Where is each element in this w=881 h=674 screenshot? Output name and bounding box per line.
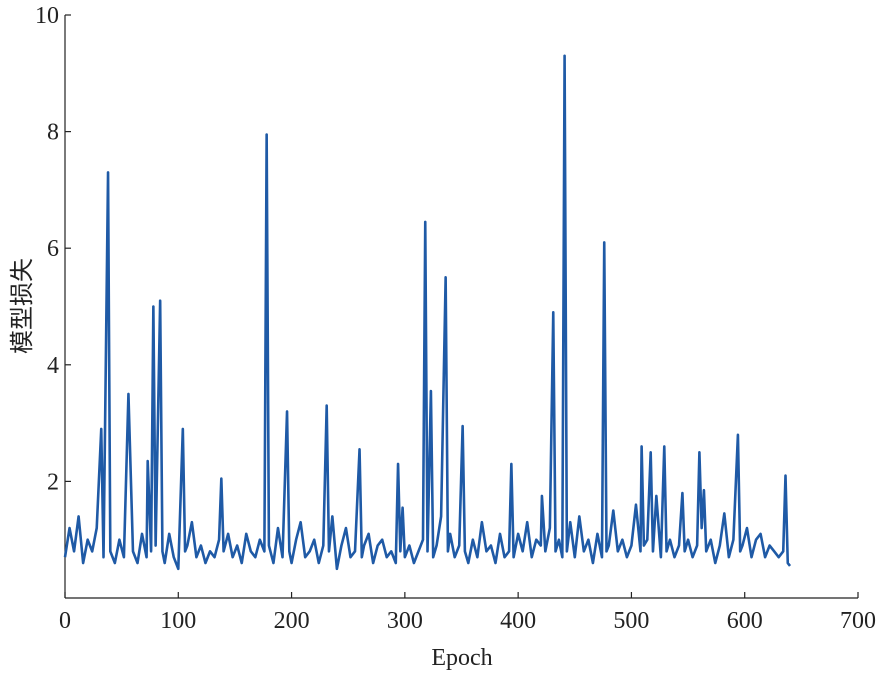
x-axis-label: Epoch [431,645,492,671]
y-tick-label: 2 [47,469,59,495]
x-tick-label: 700 [840,608,876,634]
x-tick-label: 200 [274,608,310,634]
x-tick-label: 300 [387,608,423,634]
loss-line [63,54,792,571]
x-tick-label: 600 [727,608,763,634]
y-tick-label: 4 [47,353,59,379]
x-tick-label: 500 [613,608,649,634]
x-tick-label: 100 [160,608,196,634]
x-tick-label: 0 [59,608,71,634]
y-tick-label: 8 [47,120,59,146]
y-tick-label: 6 [47,236,59,262]
x-tick-label: 400 [500,608,536,634]
y-axis-label: 模型损失 [9,258,36,354]
y-tick-label: 10 [35,3,59,29]
